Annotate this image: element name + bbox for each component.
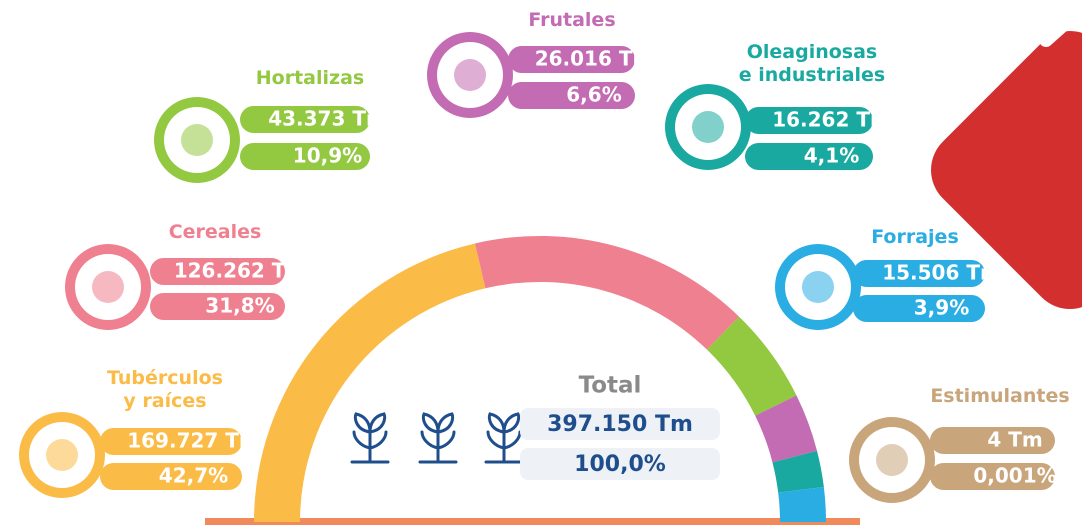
value-label: 15.506 Tm bbox=[882, 261, 1001, 285]
category-title: Frutales bbox=[528, 9, 615, 31]
icon bbox=[181, 124, 213, 156]
category-title: Hortalizas bbox=[256, 67, 364, 89]
icon bbox=[92, 271, 124, 303]
category-badge: Frutales 26.016 Tm 6,6% bbox=[427, 9, 653, 119]
infographic: Total 397.150 Tm 100,0% Tubérculosy raíc… bbox=[0, 0, 1082, 525]
icon bbox=[692, 111, 724, 143]
value-label: 169.727 Tm bbox=[127, 429, 260, 453]
percent-label: 10,9% bbox=[293, 144, 362, 168]
arc-segment bbox=[254, 243, 485, 522]
percent-label: 31,8% bbox=[205, 294, 274, 318]
category-badge: Hortalizas 43.373 Tm 10,9% bbox=[154, 67, 387, 184]
icon bbox=[454, 59, 486, 91]
value-label: 43.373 Tm bbox=[268, 107, 387, 131]
percent-label: 0,001% bbox=[973, 464, 1056, 488]
plant-icons bbox=[352, 414, 522, 462]
category-title: Cereales bbox=[169, 221, 262, 243]
value-label: 4 Tm bbox=[987, 428, 1042, 452]
percent-label: 42,7% bbox=[159, 464, 228, 488]
category-title: Estimulantes bbox=[930, 385, 1069, 407]
arc-segment bbox=[475, 236, 739, 350]
percent-label: 6,6% bbox=[566, 83, 621, 107]
arc-segment bbox=[778, 487, 826, 522]
percent-label: 4,1% bbox=[804, 144, 859, 168]
total-percent: 100,0% bbox=[574, 452, 666, 477]
base-line bbox=[205, 518, 860, 525]
category-badge: Estimulantes 4 Tm 0,001% bbox=[849, 385, 1070, 504]
value-label: 16.262 Tm bbox=[772, 108, 891, 132]
icon bbox=[802, 271, 834, 303]
percent-label: 3,9% bbox=[914, 296, 969, 320]
total-value: 397.150 Tm bbox=[547, 412, 693, 437]
total-title: Total bbox=[579, 373, 642, 399]
category-badge: Forrajes 15.506 Tm 3,9% bbox=[775, 226, 1001, 331]
value-label: 26.016 Tm bbox=[535, 47, 654, 71]
value-label: 126.262 Tm bbox=[174, 259, 307, 283]
category-badge: Cereales 126.262 Tm 31,8% bbox=[65, 221, 306, 331]
category-title: Forrajes bbox=[871, 226, 959, 248]
icon bbox=[876, 444, 908, 476]
icon bbox=[46, 439, 78, 471]
